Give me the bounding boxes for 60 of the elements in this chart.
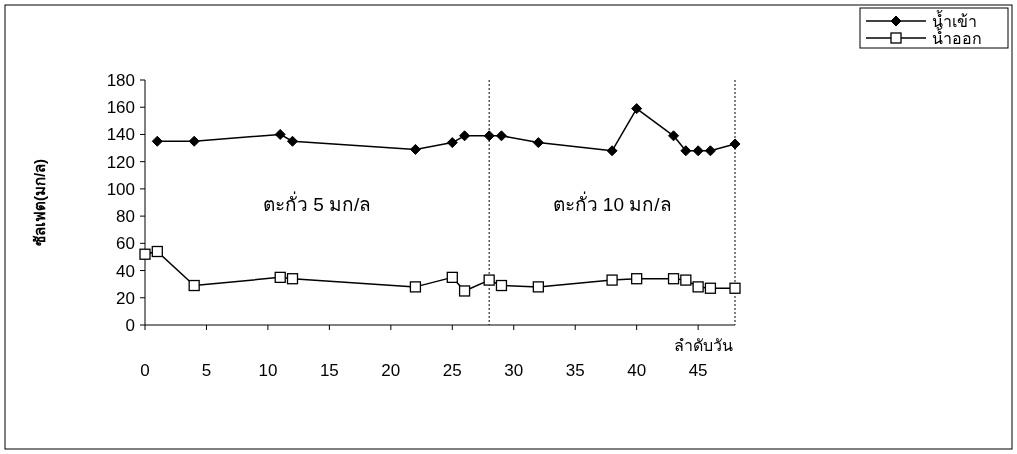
point: [532, 137, 544, 149]
point: [495, 279, 508, 292]
x-tick-label: 30: [504, 361, 524, 380]
point: [729, 138, 741, 150]
x-tick-label: 25: [442, 361, 462, 380]
x-tick-label: 10: [258, 361, 278, 380]
x-tick-label: 15: [319, 361, 339, 380]
y-axis-title: ซัลเฟต(มก/ล): [31, 158, 48, 247]
y-tick-label: 100: [106, 179, 135, 199]
point: [287, 135, 298, 147]
x-tick-label: 40: [627, 361, 647, 380]
x-tick-label: 20: [381, 361, 401, 380]
point: [606, 145, 618, 157]
point: [668, 130, 680, 142]
point: [631, 103, 643, 115]
point: [188, 135, 200, 147]
point: [667, 273, 680, 285]
y-tick-label: 120: [106, 152, 135, 172]
y-tick-label: 140: [106, 125, 135, 145]
x-axis-title: ลำดับวัน: [674, 337, 733, 354]
legend-label: น้ำออก: [932, 27, 982, 47]
y-tick-label: 40: [116, 261, 135, 281]
point: [680, 145, 692, 157]
x-tick-label: 45: [688, 361, 708, 380]
x-tick-label: 0: [140, 361, 150, 380]
point: [692, 145, 704, 157]
point: [446, 137, 458, 149]
point: [532, 281, 544, 293]
y-tick-label: 60: [116, 234, 135, 254]
point: [458, 285, 471, 297]
annotation: ตะกั่ว 5 มก/ล: [262, 190, 372, 215]
point: [483, 130, 495, 142]
x-tick-label: 35: [565, 361, 585, 380]
point: [729, 282, 741, 294]
point: [409, 143, 421, 155]
point: [459, 130, 471, 142]
point: [286, 273, 299, 285]
point: [680, 274, 692, 286]
y-tick-label: 160: [106, 98, 135, 118]
y-tick-label: 80: [116, 207, 135, 227]
point: [274, 128, 286, 140]
point: [139, 248, 151, 260]
point: [704, 145, 716, 157]
point: [692, 281, 704, 293]
point: [631, 273, 643, 285]
y-tick-label: 0: [125, 316, 135, 335]
point: [704, 282, 717, 294]
annotation: ตะกั่ว 10 มก/ล: [552, 190, 672, 215]
point: [188, 279, 200, 292]
y-tick-label: 20: [116, 288, 135, 308]
y-tick-label: 180: [106, 71, 135, 90]
point: [151, 245, 163, 258]
point: [495, 130, 507, 142]
point: [483, 274, 495, 286]
x-tick-label: 5: [201, 361, 212, 380]
point: [606, 274, 618, 286]
point: [151, 135, 163, 147]
point: [409, 281, 422, 293]
point: [274, 271, 286, 284]
point: [446, 271, 458, 284]
